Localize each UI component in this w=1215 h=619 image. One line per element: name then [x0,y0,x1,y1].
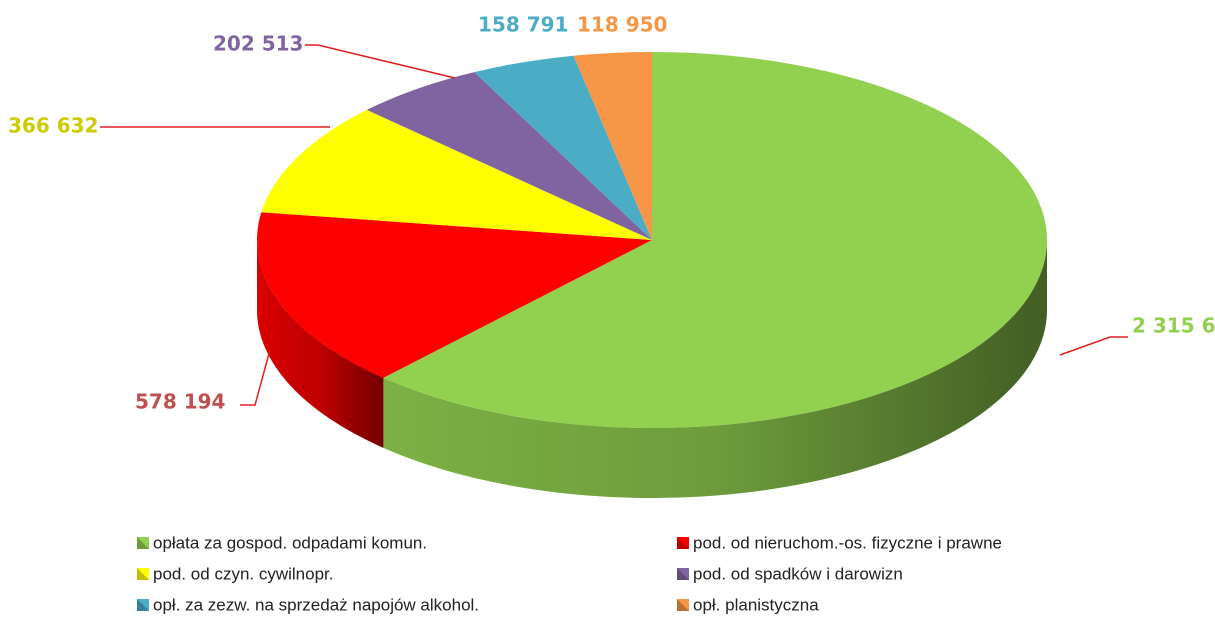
slice [474,55,652,240]
legend-swatch-shade [137,568,149,580]
legend-swatch-shade [677,537,689,549]
legend-label: opł. planistyczna [693,595,819,614]
leader-line [240,349,271,406]
leader-line [305,44,456,79]
legend-swatch [677,537,689,549]
value-label: 366 632 [8,114,98,138]
slice [366,72,652,240]
slice-side-shade [383,240,1047,498]
legend-label: pod. od czyn. cywilnopr. [153,564,333,583]
legend-swatch-shade [137,537,149,549]
legend-swatch [137,568,149,580]
value-label: 202 513 [213,32,303,56]
legend-swatch-shade [677,568,689,580]
leader-line [1059,336,1128,356]
legend-swatch [137,537,149,549]
value-label: 578 194 [135,390,225,414]
slice [257,212,652,378]
slice [573,52,652,240]
value-label: 118 950 [577,13,667,37]
legend-swatch [677,599,689,611]
value-label: 2 315 695 [1132,314,1215,338]
legend-swatch [677,568,689,580]
legend-label: pod. od nieruchom.-os. fizyczne i prawne [693,533,1002,552]
value-label: 158 791 [478,13,568,37]
legend-label: opł. za zezw. na sprzedaż napojów alkoho… [153,595,479,614]
legend-swatch-shade [677,599,689,611]
slice [261,109,652,240]
legend-swatch [137,599,149,611]
legend-label: opłata za gospod. odpadami komun. [153,533,427,552]
slice-side-shade [257,240,384,448]
legend-swatch-shade [137,599,149,611]
legend-label: pod. od spadków i darowizn [693,564,903,583]
slice [383,52,1048,429]
